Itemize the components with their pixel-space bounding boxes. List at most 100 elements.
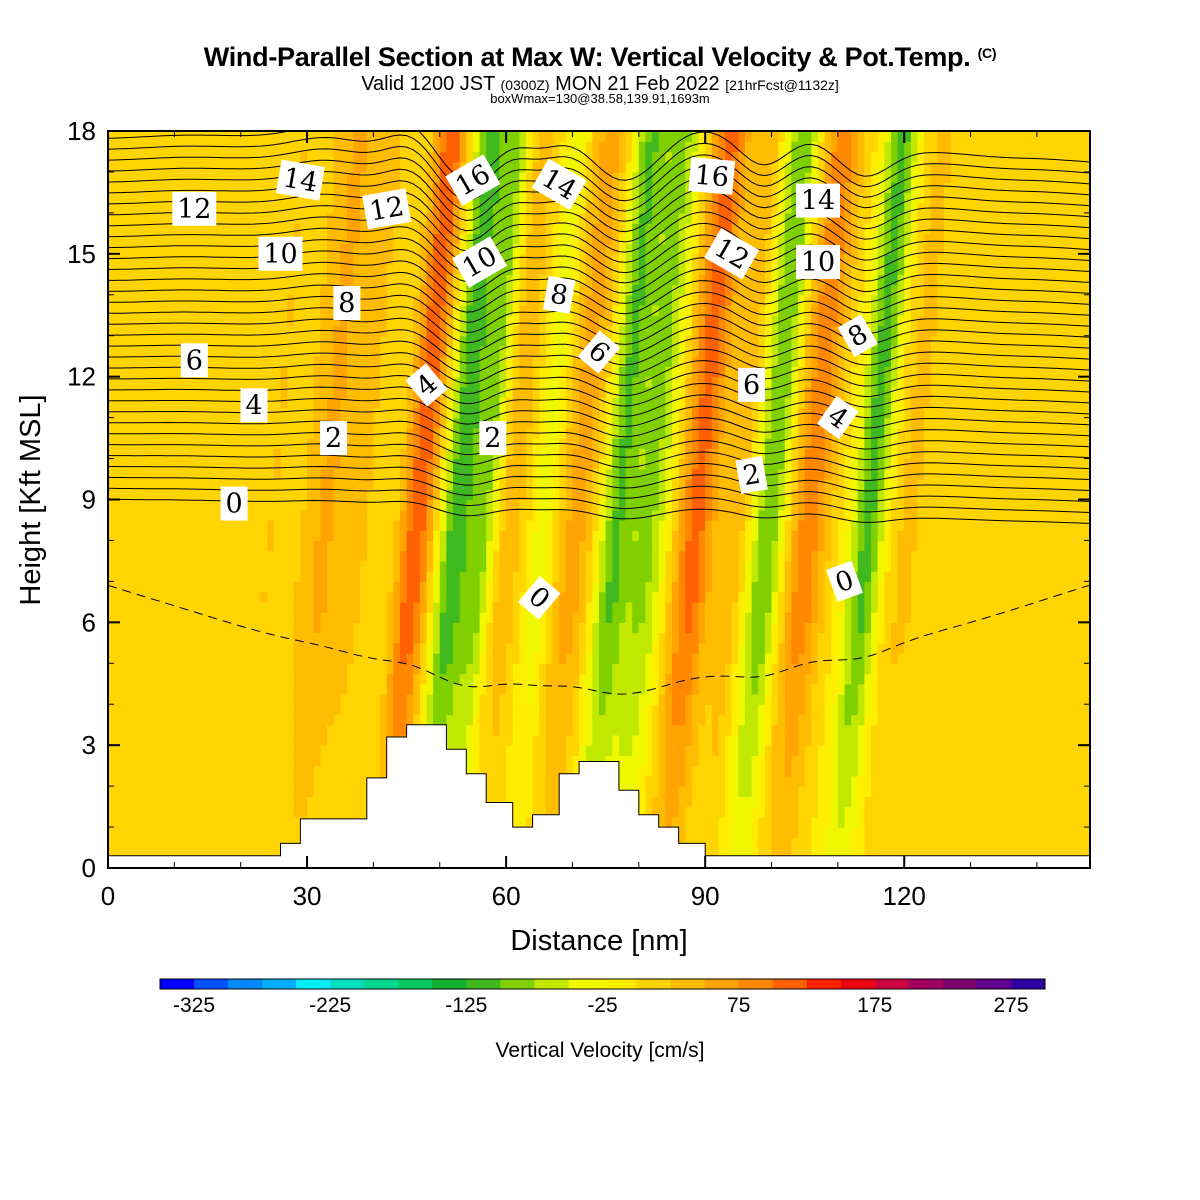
velocity-cell	[220, 796, 229, 808]
velocity-cell	[917, 540, 925, 552]
velocity-cell	[744, 519, 753, 531]
velocity-cell	[983, 775, 992, 787]
velocity-cell	[1070, 683, 1078, 695]
velocity-cell	[837, 847, 846, 859]
velocity-cell	[652, 734, 660, 746]
velocity-cell	[764, 632, 773, 644]
velocity-cell	[300, 653, 308, 664]
velocity-cell	[731, 653, 739, 664]
velocity-cell	[472, 632, 481, 644]
velocity-cell	[459, 693, 467, 705]
velocity-cell	[121, 786, 129, 797]
velocity-cell	[127, 642, 136, 654]
velocity-cell	[990, 796, 998, 808]
velocity-cell	[585, 530, 593, 542]
velocity-cell	[851, 663, 859, 675]
velocity-cell	[970, 653, 978, 664]
velocity-cell	[904, 806, 912, 818]
velocity-cell	[791, 642, 799, 654]
velocity-cell	[1070, 550, 1078, 562]
velocity-cell	[638, 519, 647, 531]
velocity-cell	[512, 663, 520, 675]
velocity-cell	[187, 530, 195, 542]
velocity-cell	[147, 724, 156, 736]
velocity-cell	[426, 673, 434, 685]
velocity-cell	[108, 765, 116, 777]
velocity-cell	[910, 827, 919, 838]
velocity-cell	[897, 612, 905, 623]
velocity-cell	[539, 683, 547, 695]
velocity-cell	[691, 704, 700, 716]
velocity-cell	[718, 745, 726, 757]
velocity-cell	[1043, 581, 1051, 593]
velocity-cell	[108, 714, 116, 726]
velocity-cell	[817, 612, 826, 623]
velocity-cell	[791, 806, 799, 818]
velocity-cell	[519, 693, 527, 705]
velocity-cell	[844, 653, 852, 664]
velocity-cell	[413, 704, 421, 716]
copyright-mark: (C)	[977, 45, 997, 61]
velocity-cell	[1030, 827, 1038, 838]
velocity-cell	[857, 673, 866, 685]
velocity-cell	[214, 632, 222, 644]
velocity-cell	[1023, 816, 1031, 828]
velocity-cell	[293, 550, 302, 562]
velocity-cell	[652, 683, 660, 695]
velocity-cell	[519, 540, 527, 552]
velocity-cell	[207, 653, 215, 664]
velocity-cell	[1083, 775, 1090, 787]
velocity-cell	[678, 642, 686, 654]
velocity-cell	[977, 612, 985, 623]
velocity-cell	[1070, 653, 1078, 664]
velocity-cell	[413, 550, 421, 562]
velocity-cell	[565, 571, 574, 582]
velocity-cell	[207, 837, 215, 849]
velocity-cell	[864, 683, 872, 695]
velocity-cell	[1030, 663, 1038, 675]
velocity-cell	[545, 775, 554, 787]
velocity-cell	[220, 601, 229, 613]
velocity-cell	[174, 806, 182, 818]
velocity-cell	[539, 560, 547, 572]
velocity-cell	[671, 530, 680, 542]
velocity-cell	[592, 714, 600, 726]
velocity-cell	[778, 816, 786, 828]
velocity-cell	[552, 622, 560, 634]
velocity-cell	[1023, 827, 1031, 838]
velocity-cell	[798, 571, 806, 582]
velocity-cell	[691, 530, 700, 542]
velocity-cell	[174, 642, 182, 654]
velocity-cell	[472, 540, 481, 552]
velocity-cell	[506, 683, 514, 695]
velocity-cell	[340, 796, 348, 808]
velocity-cell	[300, 550, 308, 562]
velocity-cell	[260, 653, 268, 664]
velocity-cell	[174, 827, 182, 838]
velocity-cell	[326, 693, 335, 705]
velocity-cell	[346, 519, 355, 531]
velocity-cell	[997, 601, 1005, 613]
velocity-cell	[585, 540, 593, 552]
velocity-cell	[167, 775, 175, 787]
velocity-cell	[1050, 786, 1058, 797]
velocity-cell	[990, 847, 998, 859]
velocity-cell	[386, 673, 394, 685]
velocity-cell	[565, 714, 574, 726]
velocity-cell	[187, 540, 195, 552]
velocity-cell	[897, 622, 905, 634]
velocity-cell	[705, 601, 713, 613]
velocity-cell	[114, 540, 122, 552]
velocity-cell	[963, 632, 972, 644]
velocity-cell	[346, 663, 355, 675]
velocity-cell	[293, 530, 302, 542]
velocity-cell	[234, 837, 242, 849]
velocity-cell	[665, 755, 673, 767]
velocity-cell	[990, 827, 998, 838]
velocity-cell	[1017, 704, 1025, 716]
velocity-cell	[678, 663, 686, 675]
velocity-cell	[612, 714, 620, 726]
velocity-cell	[618, 765, 627, 777]
velocity-cell	[545, 560, 554, 572]
velocity-cell	[572, 601, 580, 613]
